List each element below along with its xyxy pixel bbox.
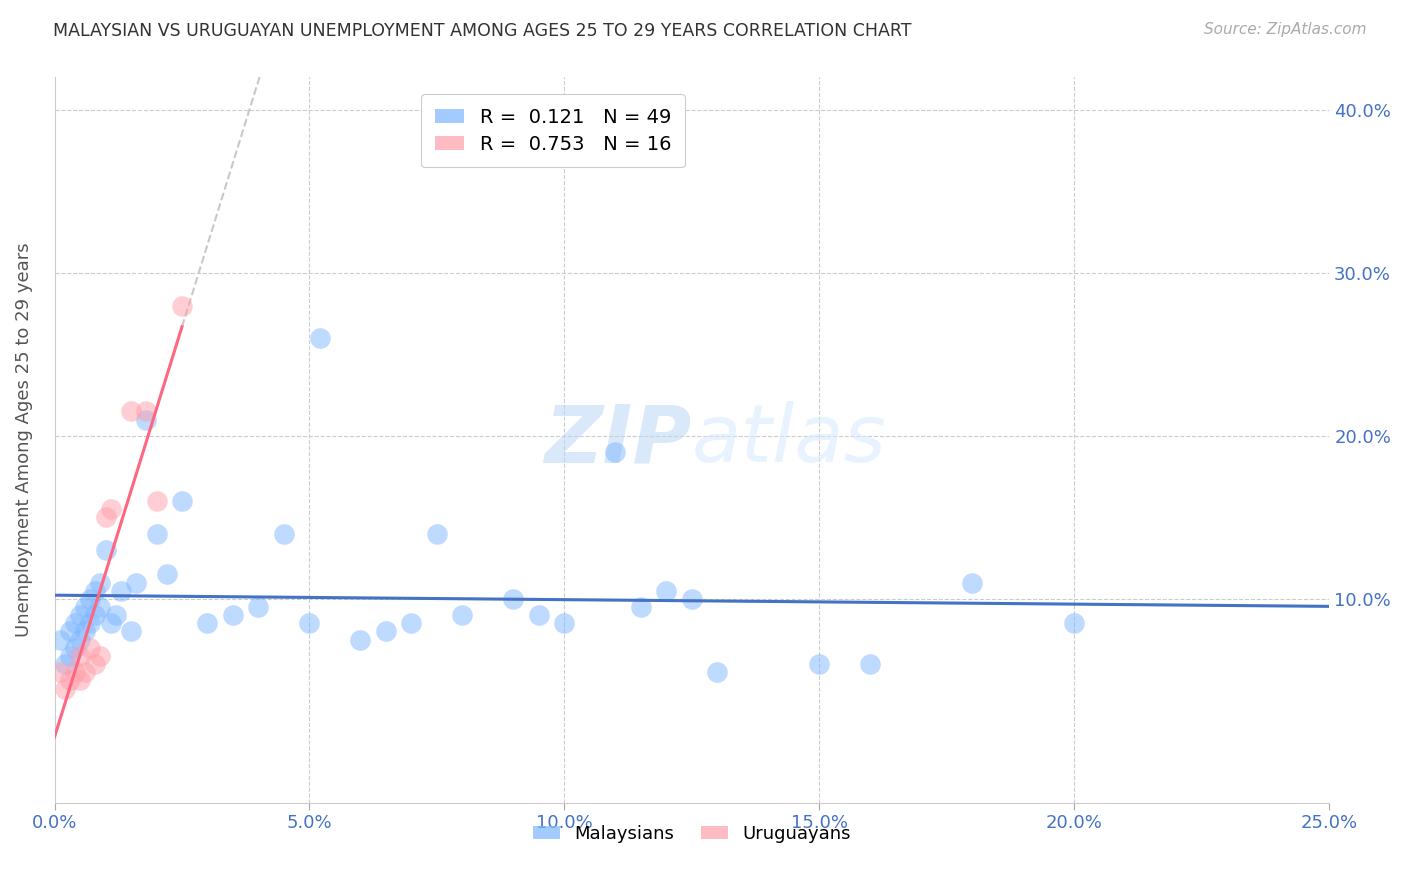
Point: [94, 510, 117, 524]
Point: [69, 608, 91, 623]
Point: [84, 657, 107, 671]
Point: [63, 640, 86, 655]
Point: [59, 673, 82, 688]
Point: [349, 632, 371, 647]
Point: [79, 591, 101, 606]
Text: Source: ZipAtlas.com: Source: ZipAtlas.com: [1204, 22, 1367, 37]
Point: [527, 608, 550, 623]
Point: [125, 575, 148, 590]
Point: [63, 616, 86, 631]
Point: [75, 665, 97, 680]
Point: [375, 624, 398, 639]
Point: [706, 665, 728, 680]
Point: [100, 616, 122, 631]
Point: [145, 526, 167, 541]
Point: [247, 600, 270, 615]
Point: [84, 583, 107, 598]
Point: [53, 657, 76, 671]
Point: [100, 502, 122, 516]
Point: [120, 624, 142, 639]
Point: [553, 616, 575, 631]
Point: [75, 624, 97, 639]
Point: [170, 494, 193, 508]
Point: [69, 632, 91, 647]
Text: atlas: atlas: [692, 401, 887, 479]
Point: [502, 591, 524, 606]
Point: [59, 648, 82, 663]
Point: [273, 526, 295, 541]
Point: [808, 657, 831, 671]
Point: [308, 331, 330, 345]
Point: [135, 412, 157, 426]
Point: [63, 665, 86, 680]
Point: [1063, 616, 1085, 631]
Point: [170, 299, 193, 313]
Point: [104, 608, 127, 623]
Point: [69, 648, 91, 663]
Point: [89, 575, 111, 590]
Point: [630, 600, 652, 615]
Point: [451, 608, 474, 623]
Point: [197, 616, 219, 631]
Point: [69, 673, 91, 688]
Point: [48, 632, 70, 647]
Point: [298, 616, 321, 631]
Point: [401, 616, 423, 631]
Text: MALAYSIAN VS URUGUAYAN UNEMPLOYMENT AMONG AGES 25 TO 29 YEARS CORRELATION CHART: MALAYSIAN VS URUGUAYAN UNEMPLOYMENT AMON…: [53, 22, 912, 40]
Point: [79, 640, 101, 655]
Point: [426, 526, 449, 541]
Point: [655, 583, 678, 598]
Point: [59, 624, 82, 639]
Point: [962, 575, 984, 590]
Point: [681, 591, 703, 606]
Point: [84, 608, 107, 623]
Point: [53, 681, 76, 696]
Point: [89, 600, 111, 615]
Legend: R =  0.121   N = 49, R =  0.753   N = 16: R = 0.121 N = 49, R = 0.753 N = 16: [422, 95, 685, 168]
Point: [135, 404, 157, 418]
Point: [120, 404, 142, 418]
Point: [145, 494, 167, 508]
Point: [222, 608, 245, 623]
Point: [859, 657, 882, 671]
Point: [156, 567, 179, 582]
Point: [48, 665, 70, 680]
Text: ZIP: ZIP: [544, 401, 692, 479]
Point: [89, 648, 111, 663]
Point: [605, 445, 627, 459]
Point: [94, 543, 117, 558]
Y-axis label: Unemployment Among Ages 25 to 29 years: Unemployment Among Ages 25 to 29 years: [15, 243, 32, 637]
Point: [110, 583, 132, 598]
Point: [79, 616, 101, 631]
Point: [75, 600, 97, 615]
